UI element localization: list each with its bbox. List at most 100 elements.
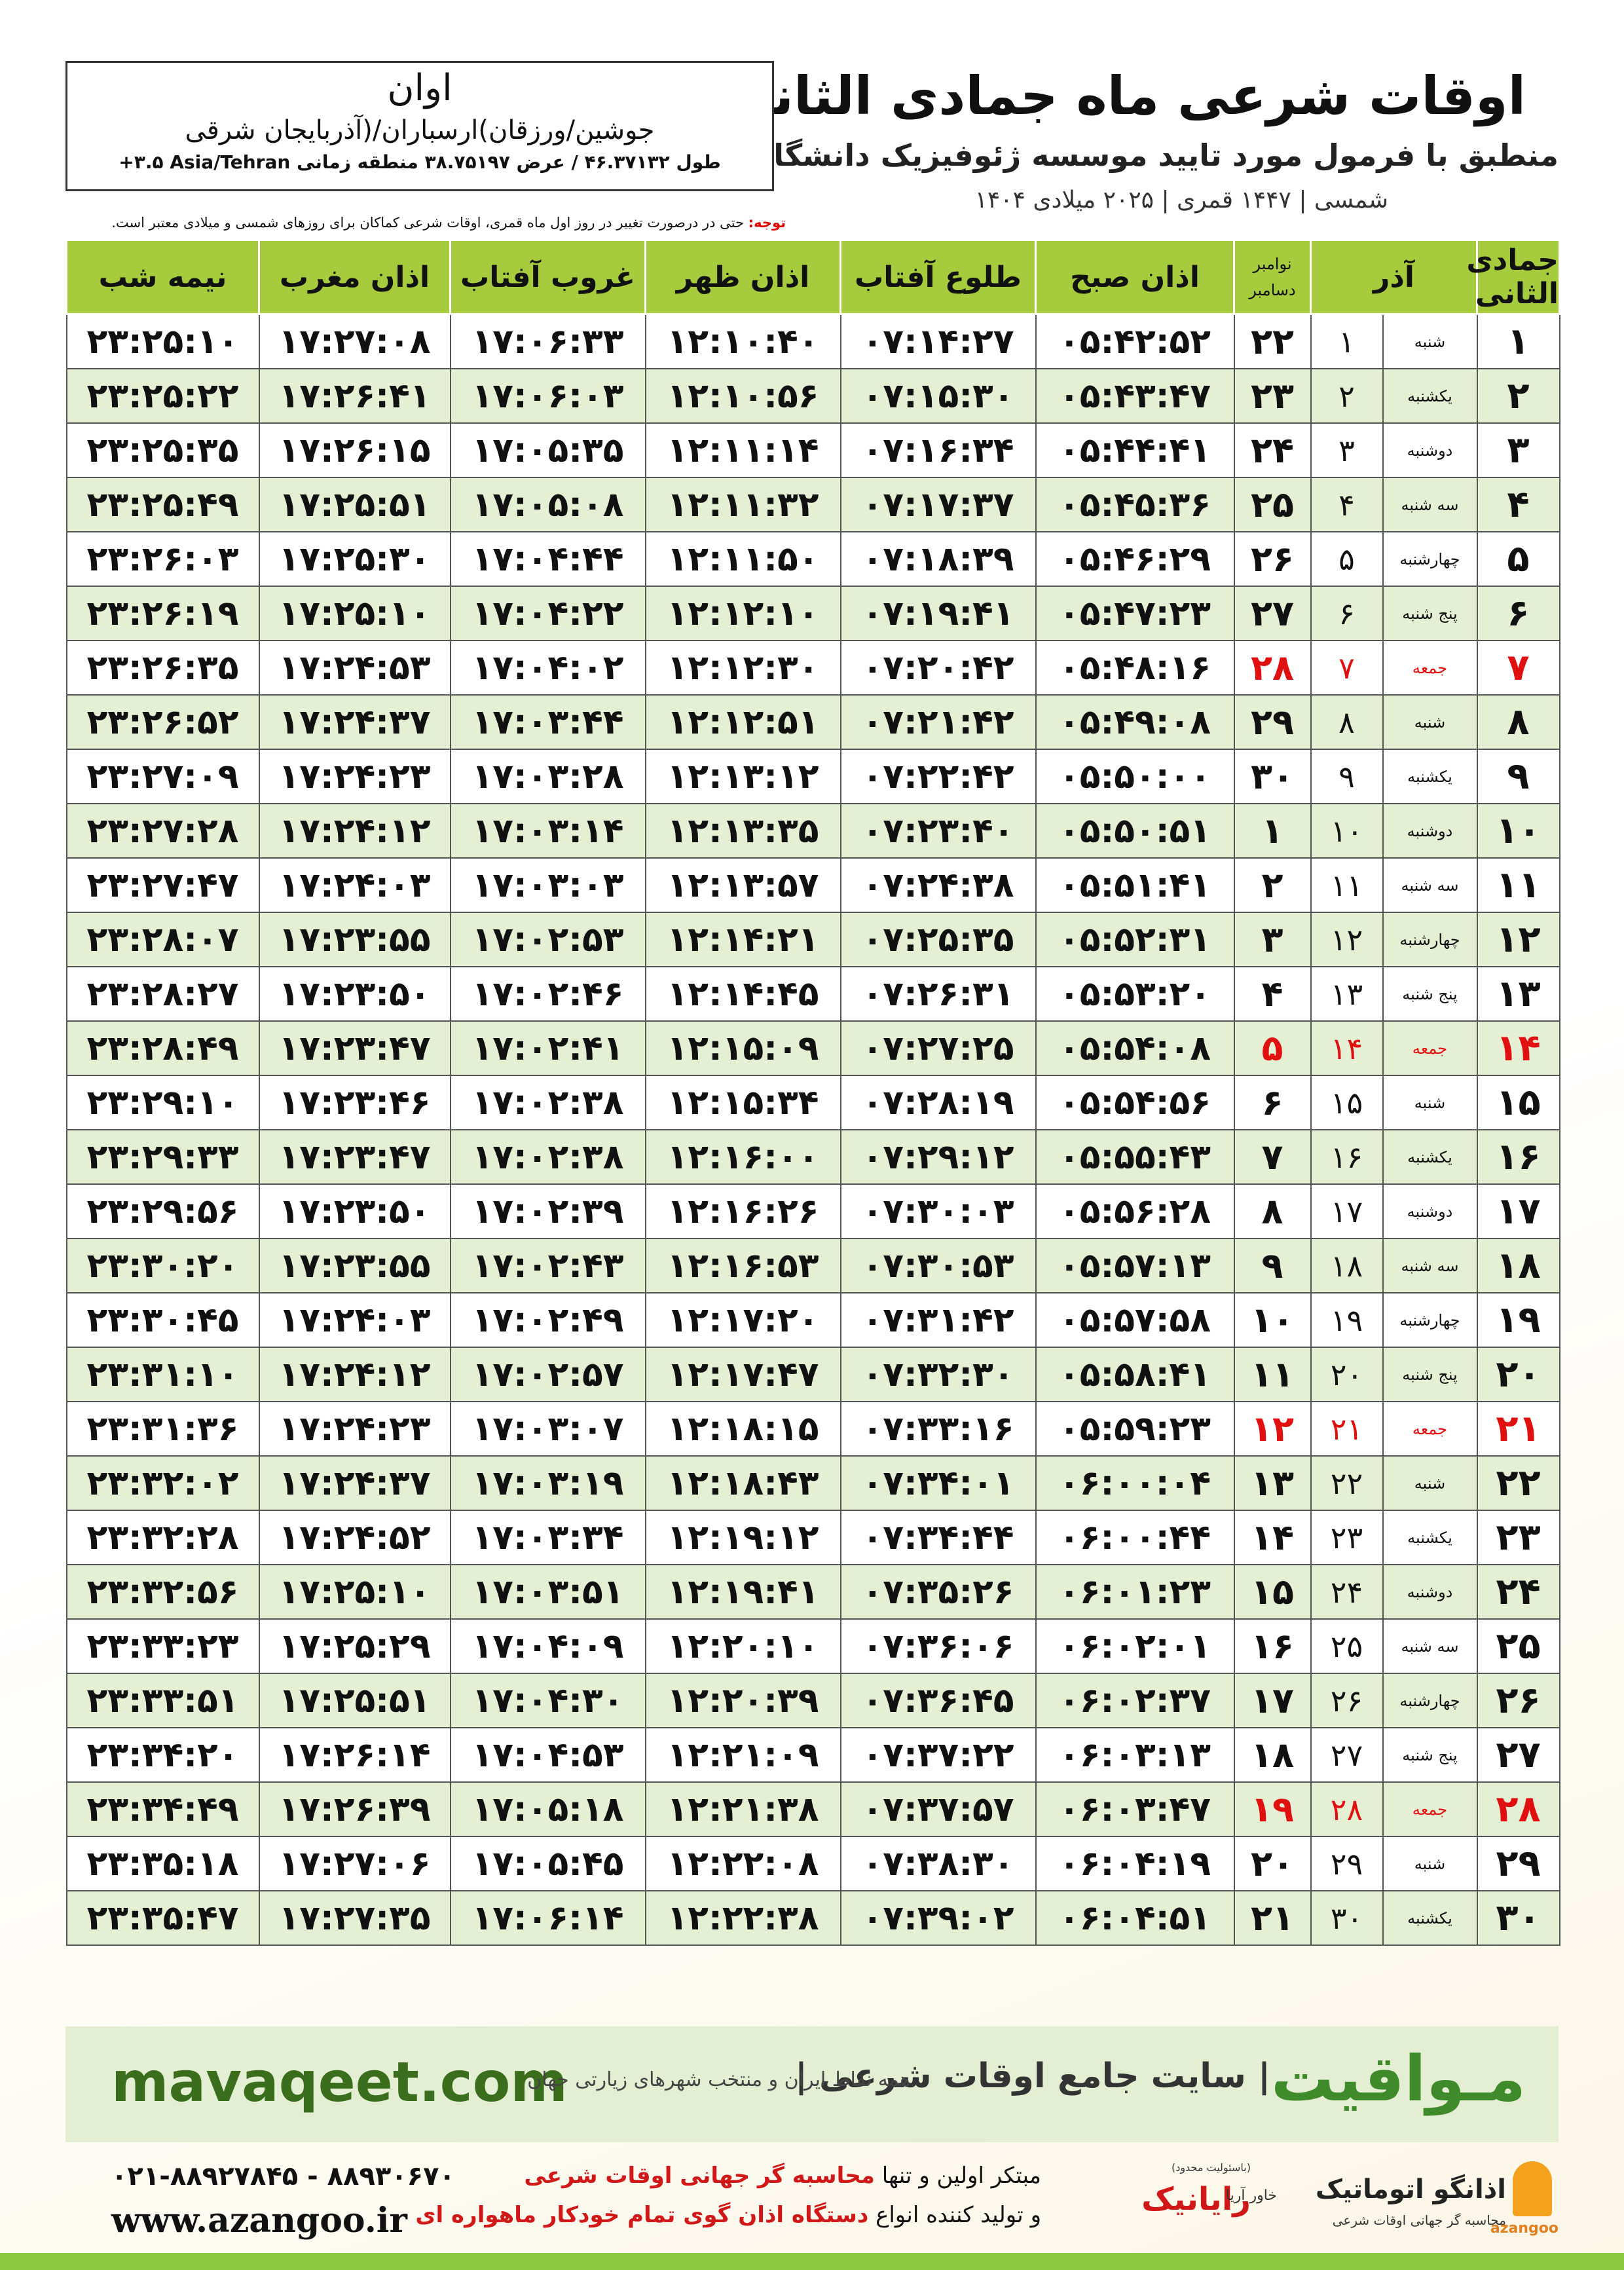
sunset: ۱۷:۰۴:۵۳ (449, 1727, 646, 1783)
hijri-day: ۳ (1476, 422, 1560, 478)
hijri-day: ۶ (1476, 586, 1560, 641)
hijri-day: ۲۹ (1476, 1836, 1560, 1891)
maghrib: ۱۷:۲۳:۴۶ (258, 1075, 451, 1130)
weekday: یکشنبه (1382, 1890, 1478, 1946)
fajr: ۰۵:۴۳:۴۷ (1035, 368, 1235, 424)
weekday: سه شنبه (1382, 857, 1478, 913)
weekday: جمعه (1382, 640, 1478, 696)
column-header: اذان صبح (1035, 239, 1235, 315)
dhuhr: ۱۲:۱۴:۴۵ (644, 966, 841, 1022)
sunset: ۱۷:۰۶:۳۳ (449, 313, 646, 369)
site-url[interactable]: mavaqeet.com (111, 2050, 568, 2114)
weekday: پنج شنبه (1382, 1347, 1478, 1402)
azar-day: ۷ (1310, 640, 1384, 696)
fajr: ۰۵:۴۴:۴۱ (1035, 422, 1235, 478)
dhuhr: ۱۲:۱۲:۵۱ (644, 694, 841, 750)
hijri-day: ۲۵ (1476, 1618, 1560, 1674)
maghrib: ۱۷:۲۴:۵۳ (258, 640, 451, 696)
sunset: ۱۷:۰۲:۴۱ (449, 1020, 646, 1076)
weekday: چهارشنبه (1382, 1673, 1478, 1728)
gregorian-day: ۱۴ (1233, 1510, 1312, 1565)
sunset: ۱۷:۰۲:۳۸ (449, 1129, 646, 1185)
hijri-day: ۱۷ (1476, 1183, 1560, 1239)
weekday: شنبه (1382, 1455, 1478, 1511)
midnight: ۲۳:۲۶:۰۳ (65, 531, 260, 587)
location-name: اوان (387, 67, 452, 109)
azar-day: ۲۸ (1310, 1781, 1384, 1837)
gregorian-day: ۱ (1233, 803, 1312, 859)
gregorian-day: ۵ (1233, 1020, 1312, 1076)
midnight: ۲۳:۲۵:۱۰ (65, 313, 260, 369)
column-header: اذان ظهر (644, 239, 841, 315)
web-url[interactable]: www.azangoo.ir (111, 2201, 407, 2241)
azar-day: ۲۹ (1310, 1836, 1384, 1891)
dhuhr: ۱۲:۱۶:۰۰ (644, 1129, 841, 1185)
column-header-line: دسامبر (1249, 281, 1296, 299)
dhuhr: ۱۲:۱۵:۳۴ (644, 1075, 841, 1130)
fajr: ۰۵:۴۹:۰۸ (1035, 694, 1235, 750)
azar-day: ۲۷ (1310, 1727, 1384, 1783)
fajr: ۰۶:۰۳:۴۷ (1035, 1781, 1235, 1837)
sunrise: ۰۷:۱۸:۳۹ (840, 531, 1037, 587)
midnight: ۲۳:۳۵:۴۷ (65, 1890, 260, 1946)
fajr: ۰۵:۵۷:۱۳ (1035, 1238, 1235, 1293)
midnight: ۲۳:۲۷:۴۷ (65, 857, 260, 913)
midnight: ۲۳:۳۳:۲۳ (65, 1618, 260, 1674)
weekday: سه شنبه (1382, 1618, 1478, 1674)
sunset: ۱۷:۰۵:۴۵ (449, 1836, 646, 1891)
weekday: سه شنبه (1382, 477, 1478, 532)
sunrise: ۰۷:۳۶:۴۵ (840, 1673, 1037, 1728)
sunset: ۱۷:۰۶:۰۳ (449, 368, 646, 424)
maghrib: ۱۷:۲۵:۲۹ (258, 1618, 451, 1674)
table-row: ۱۹ چهارشنبه ۱۹ ۱۰ ۰۵:۵۷:۵۸ ۰۷:۳۱:۴۲ ۱۲:۱۷:۲۰ ۱۷… (65, 1292, 1560, 1348)
hijri-day: ۹ (1476, 749, 1560, 804)
column-header: غروب آفتاب (449, 239, 646, 315)
table-row: ۹ یکشنبه ۹ ۳۰ ۰۵:۵۰:۰۰ ۰۷:۲۲:۴۲ ۱۲:۱۳:۱۲ ۱۷:۰۳:… (65, 749, 1560, 804)
sunset: ۱۷:۰۲:۴۶ (449, 966, 646, 1022)
maghrib: ۱۷:۲۶:۳۹ (258, 1781, 451, 1837)
hijri-day: ۲۱ (1476, 1401, 1560, 1457)
sunrise: ۰۷:۱۹:۴۱ (840, 586, 1037, 641)
dhuhr: ۱۲:۱۵:۰۹ (644, 1020, 841, 1076)
hijri-day: ۱۴ (1476, 1020, 1560, 1076)
hijri-day: ۲۲ (1476, 1455, 1560, 1511)
sunrise: ۰۷:۲۹:۱۲ (840, 1129, 1037, 1185)
sunrise: ۰۷:۱۵:۳۰ (840, 368, 1037, 424)
table-row: ۲۲ شنبه ۲۲ ۱۳ ۰۶:۰۰:۰۴ ۰۷:۳۴:۰۱ ۱۲:۱۸:۴۳ ۱۷:۰۳:… (65, 1455, 1560, 1511)
gregorian-day: ۱۸ (1233, 1727, 1312, 1783)
gregorian-day: ۳ (1233, 912, 1312, 967)
weekday: جمعه (1382, 1401, 1478, 1457)
maghrib: ۱۷:۲۴:۲۳ (258, 1401, 451, 1457)
promo-line: و تولید کننده انواع دستگاه اذان گوی تمام… (415, 2202, 1041, 2228)
sunrise: ۰۷:۲۲:۴۲ (840, 749, 1037, 804)
sunset: ۱۷:۰۴:۳۰ (449, 1673, 646, 1728)
sunrise: ۰۷:۲۰:۴۲ (840, 640, 1037, 696)
sunrise: ۰۷:۳۴:۴۴ (840, 1510, 1037, 1565)
sunset: ۱۷:۰۵:۰۸ (449, 477, 646, 532)
gregorian-day: ۲۲ (1233, 313, 1312, 369)
gregorian-day: ۹ (1233, 1238, 1312, 1293)
maghrib: ۱۷:۲۳:۴۷ (258, 1020, 451, 1076)
midnight: ۲۳:۲۷:۲۸ (65, 803, 260, 859)
sunset: ۱۷:۰۳:۴۴ (449, 694, 646, 750)
sunset: ۱۷:۰۶:۱۴ (449, 1890, 646, 1946)
hijri-day: ۵ (1476, 531, 1560, 587)
dhuhr: ۱۲:۱۸:۱۵ (644, 1401, 841, 1457)
logo-icon (1513, 2161, 1552, 2216)
midnight: ۲۳:۲۶:۱۹ (65, 586, 260, 641)
maghrib: ۱۷:۲۴:۵۲ (258, 1510, 451, 1565)
weekday: شنبه (1382, 1836, 1478, 1891)
azar-day: ۴ (1310, 477, 1384, 532)
maghrib: ۱۷:۲۴:۱۲ (258, 1347, 451, 1402)
sunrise: ۰۷:۳۷:۵۷ (840, 1781, 1037, 1837)
fajr: ۰۶:۰۰:۰۴ (1035, 1455, 1235, 1511)
fajr: ۰۵:۵۰:۰۰ (1035, 749, 1235, 804)
sunset: ۱۷:۰۴:۴۴ (449, 531, 646, 587)
fajr: ۰۵:۵۲:۳۱ (1035, 912, 1235, 967)
sunrise: ۰۷:۳۸:۳۰ (840, 1836, 1037, 1891)
weekday: دوشنبه (1382, 1564, 1478, 1620)
sunset: ۱۷:۰۲:۴۹ (449, 1292, 646, 1348)
weekday: پنج شنبه (1382, 586, 1478, 641)
location-coords: طول ۴۶.۳۷۱۳۲ / عرض ۳۸.۷۵۱۹۷ منطقه زمانی … (119, 151, 721, 173)
dhuhr: ۱۲:۱۹:۴۱ (644, 1564, 841, 1620)
